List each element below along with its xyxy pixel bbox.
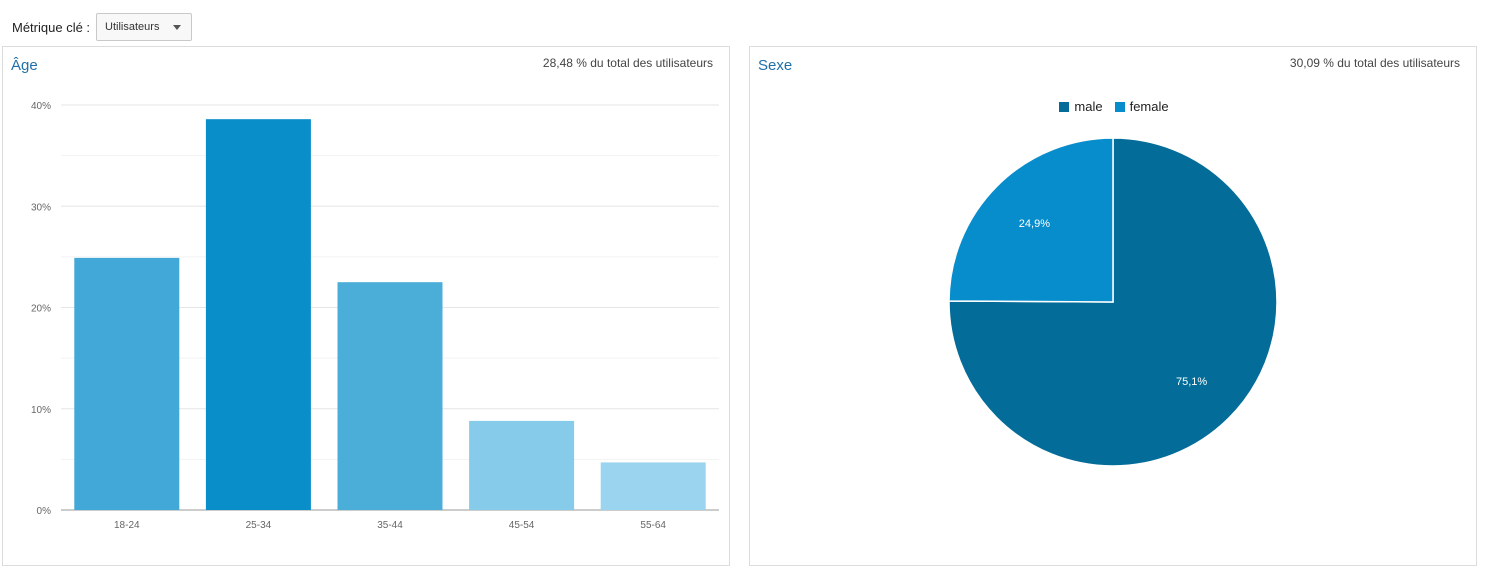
sex-panel: Sexe 30,09 % du total des utilisateurs m… bbox=[749, 46, 1477, 566]
bar-25-34[interactable] bbox=[205, 119, 311, 511]
bar-18-24[interactable] bbox=[74, 257, 180, 510]
y-tick-label: 0% bbox=[37, 506, 52, 517]
sex-pie-chart: 75,1% 24,9% bbox=[948, 137, 1278, 467]
metric-dropdown-value: Utilisateurs bbox=[105, 21, 160, 33]
legend-swatch-male bbox=[1059, 101, 1070, 112]
pie-slice-label: 75,1% bbox=[1176, 376, 1207, 388]
legend-item-female[interactable]: female bbox=[1114, 99, 1169, 114]
legend-swatch-female bbox=[1114, 101, 1125, 112]
pie-slice-male[interactable] bbox=[948, 137, 1278, 467]
bar-55-64[interactable] bbox=[600, 462, 706, 510]
pie-legend: male female bbox=[750, 99, 1478, 114]
x-tick-label: 45-54 bbox=[509, 520, 535, 531]
y-tick-label: 40% bbox=[31, 101, 51, 112]
bar-35-44[interactable] bbox=[337, 282, 443, 510]
metric-label: Métrique clé : bbox=[12, 19, 91, 35]
age-panel-subtitle: 28,48 % du total des utilisateurs bbox=[542, 56, 713, 70]
legend-label-male: male bbox=[1074, 99, 1103, 114]
metric-toolbar: Métrique clé : Utilisateurs bbox=[12, 12, 193, 42]
x-tick-label: 18-24 bbox=[114, 520, 140, 531]
legend-label-female: female bbox=[1129, 99, 1169, 114]
age-panel: Âge 28,48 % du total des utilisateurs 0%… bbox=[2, 46, 730, 566]
legend-item-male[interactable]: male bbox=[1059, 99, 1103, 114]
x-tick-label: 35-44 bbox=[377, 520, 403, 531]
age-bar-chart: 0% 10% 20% 30% 40% 18-24 25-34 35-44 45-54 55-64 bbox=[31, 101, 719, 531]
bar-45-54[interactable] bbox=[469, 420, 575, 510]
pie-slice-label: 24,9% bbox=[1019, 218, 1050, 230]
pie-slice-female[interactable] bbox=[948, 137, 1114, 303]
caret-down-icon bbox=[173, 24, 182, 30]
y-tick-label: 10% bbox=[31, 405, 51, 416]
sex-panel-title: Sexe bbox=[758, 57, 793, 74]
sex-panel-subtitle: 30,09 % du total des utilisateurs bbox=[1289, 56, 1460, 70]
age-panel-title: Âge bbox=[11, 57, 38, 74]
x-tick-label: 25-34 bbox=[246, 520, 272, 531]
x-tick-label: 55-64 bbox=[640, 520, 666, 531]
y-tick-label: 20% bbox=[31, 304, 51, 315]
metric-dropdown[interactable]: Utilisateurs bbox=[96, 13, 193, 41]
y-tick-label: 30% bbox=[31, 202, 51, 213]
